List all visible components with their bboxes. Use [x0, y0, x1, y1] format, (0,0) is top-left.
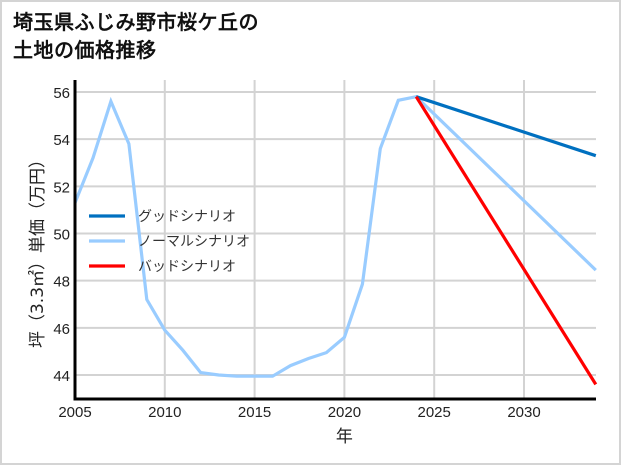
y-tick-label: 56	[53, 85, 70, 102]
tick-labels: 2005 2010 2015 2020 2025 2030 44 46 48 50 52 54 56	[53, 85, 540, 421]
series-line-0	[415, 95, 597, 158]
series-line-2	[414, 95, 598, 386]
x-tick-label: 2030	[507, 404, 540, 421]
y-axis-label: 坪（3.3㎡）単価（万円）	[28, 151, 48, 348]
axes	[73, 80, 596, 401]
chart-title: 埼玉県ふじみ野市桜ケ丘の 土地の価格推移	[13, 8, 259, 64]
y-tick-label: 48	[53, 274, 70, 291]
series-line-1	[73, 94, 597, 378]
x-tick-label: 2005	[58, 404, 91, 421]
legend-label: バッドシナリオ	[138, 259, 236, 275]
x-tick-label: 2020	[328, 404, 361, 421]
legend-label: グッドシナリオ	[138, 209, 236, 225]
chart-title-line-1: 埼玉県ふじみ野市桜ケ丘の	[13, 10, 259, 34]
y-tick-label: 54	[53, 132, 70, 149]
y-tick-label: 46	[53, 321, 70, 338]
legend-label: ノーマルシナリオ	[138, 234, 250, 250]
x-tick-label: 2010	[148, 404, 181, 421]
y-tick-label: 52	[53, 179, 70, 196]
x-tick-label: 2025	[418, 404, 451, 421]
y-tick-label: 44	[53, 368, 70, 385]
y-tick-label: 50	[53, 227, 70, 244]
data-series	[73, 94, 598, 386]
x-tick-label: 2015	[238, 404, 271, 421]
chart-title-line-2: 土地の価格推移	[13, 38, 157, 62]
x-axis-label: 年	[336, 427, 353, 447]
